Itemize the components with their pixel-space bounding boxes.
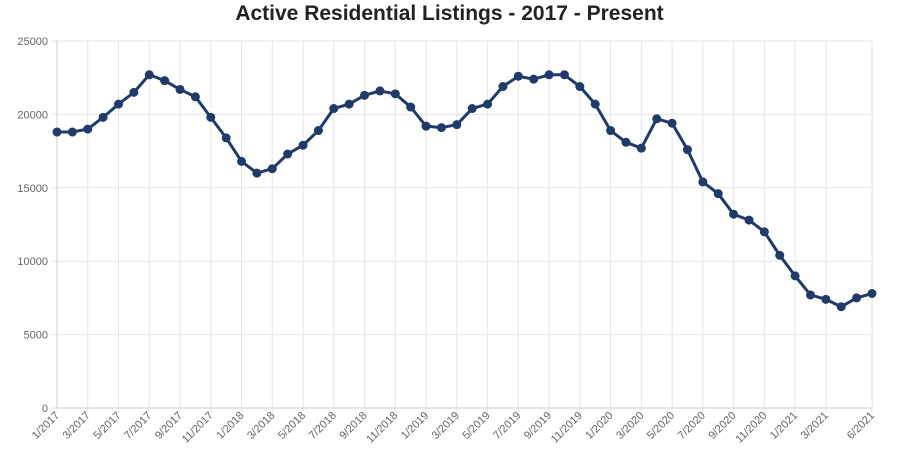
x-tick-label: 1/2018 bbox=[214, 410, 246, 442]
data-point bbox=[836, 302, 846, 312]
data-point bbox=[513, 71, 523, 81]
chart-title: Active Residential Listings - 2017 - Pre… bbox=[235, 2, 664, 25]
data-point bbox=[575, 82, 585, 92]
data-point bbox=[590, 99, 600, 109]
y-tick-label: 0 bbox=[42, 403, 48, 415]
x-tick-label: 5/2018 bbox=[276, 410, 308, 442]
data-point bbox=[206, 112, 216, 122]
x-tick-label: 11/2020 bbox=[733, 410, 769, 446]
x-tick-label: 7/2017 bbox=[122, 410, 154, 442]
data-point bbox=[852, 293, 862, 303]
data-point bbox=[759, 227, 769, 237]
data-point bbox=[98, 112, 108, 122]
x-tick-label: 5/2017 bbox=[91, 410, 123, 442]
data-point bbox=[682, 145, 692, 155]
data-point bbox=[406, 102, 416, 112]
data-point bbox=[267, 164, 277, 174]
x-tick-label: 11/2019 bbox=[549, 410, 585, 446]
data-point bbox=[544, 70, 554, 80]
data-point bbox=[606, 126, 616, 136]
data-point bbox=[129, 87, 139, 97]
data-point bbox=[698, 177, 708, 187]
data-point bbox=[467, 104, 477, 114]
data-point bbox=[729, 209, 739, 219]
data-point bbox=[52, 127, 62, 137]
axes bbox=[56, 41, 872, 409]
data-point bbox=[559, 70, 569, 80]
data-point bbox=[144, 70, 154, 80]
data-point bbox=[175, 84, 185, 94]
y-axis-tick-labels: 0 5000 10000 15000 20000 25000 bbox=[17, 36, 48, 415]
x-tick-label: 11/2017 bbox=[180, 410, 216, 446]
x-tick-label: 5/2019 bbox=[460, 410, 492, 442]
y-tick-label: 20000 bbox=[17, 109, 48, 121]
data-point bbox=[744, 215, 754, 225]
data-point bbox=[313, 126, 323, 136]
data-point bbox=[805, 290, 815, 300]
data-points bbox=[52, 70, 877, 312]
data-point bbox=[375, 86, 385, 96]
data-point bbox=[421, 121, 431, 131]
data-point bbox=[114, 99, 124, 109]
y-tick-label: 25000 bbox=[17, 36, 48, 48]
data-point bbox=[452, 120, 462, 130]
data-point bbox=[190, 92, 200, 102]
data-point bbox=[436, 123, 446, 133]
y-tick-label: 5000 bbox=[24, 330, 48, 342]
data-point bbox=[713, 189, 723, 199]
series-line bbox=[55, 73, 874, 309]
x-tick-label: 1/2019 bbox=[399, 410, 431, 442]
data-point bbox=[529, 74, 539, 84]
x-axis-tick-labels: 1/20173/20175/20177/20179/201711/20171/2… bbox=[30, 410, 877, 446]
series-line-group bbox=[55, 73, 874, 309]
grid-lines bbox=[51, 40, 873, 413]
data-point bbox=[498, 82, 508, 92]
data-point bbox=[221, 133, 231, 143]
data-point bbox=[821, 294, 831, 304]
data-point bbox=[83, 124, 93, 134]
data-point bbox=[237, 156, 247, 166]
x-tick-label: 7/2019 bbox=[491, 410, 523, 442]
x-tick-label: 7/2020 bbox=[676, 410, 708, 442]
y-tick-label: 15000 bbox=[17, 183, 48, 195]
x-tick-label: 3/2020 bbox=[614, 410, 646, 442]
x-tick-label: 11/2018 bbox=[364, 410, 400, 446]
data-point bbox=[160, 76, 170, 86]
data-point bbox=[283, 149, 293, 159]
data-point bbox=[252, 168, 262, 178]
x-tick-label: 3/2019 bbox=[430, 410, 462, 442]
data-point bbox=[298, 140, 308, 150]
y-tick-label: 10000 bbox=[17, 256, 48, 268]
x-tick-label: 6/2021 bbox=[845, 410, 877, 442]
data-point bbox=[621, 137, 631, 147]
data-point bbox=[390, 89, 400, 99]
data-point bbox=[344, 99, 354, 109]
x-tick-label: 1/2021 bbox=[768, 410, 800, 442]
data-point bbox=[483, 99, 493, 109]
data-point bbox=[790, 271, 800, 281]
data-point bbox=[775, 250, 785, 260]
x-tick-label: 3/2018 bbox=[245, 410, 277, 442]
data-point bbox=[67, 127, 77, 137]
data-point bbox=[329, 104, 339, 114]
data-point bbox=[636, 143, 646, 153]
x-tick-label: 5/2020 bbox=[645, 410, 677, 442]
x-tick-label: 7/2018 bbox=[307, 410, 339, 442]
x-tick-label: 3/2017 bbox=[61, 410, 93, 442]
data-point bbox=[652, 114, 662, 124]
x-tick-label: 3/2021 bbox=[799, 410, 831, 442]
data-point bbox=[867, 288, 877, 298]
data-point bbox=[667, 118, 677, 128]
x-tick-label: 1/2020 bbox=[583, 410, 615, 442]
data-point bbox=[360, 90, 370, 100]
